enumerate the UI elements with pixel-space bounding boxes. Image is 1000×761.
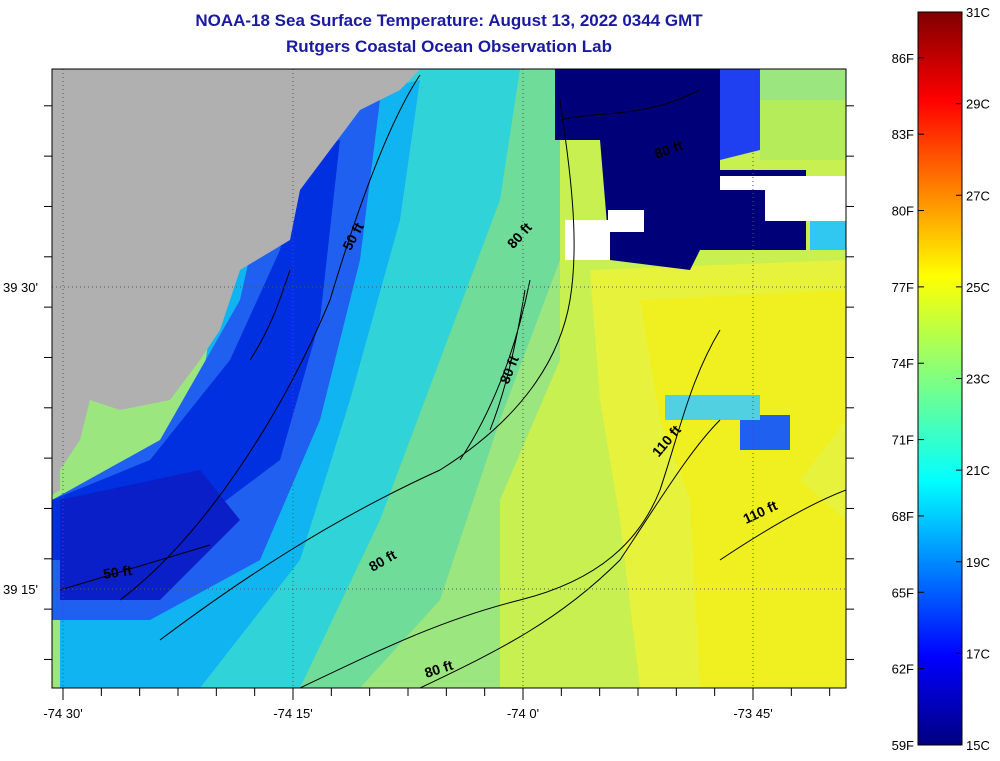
lat-tick-label: 39 30' [3,280,38,295]
axis-ticks [44,105,854,700]
colorbar-fahrenheit-label: 62F [892,662,914,677]
colorbar-fahrenheit-label: 86F [892,51,914,66]
colorbar-fahrenheit-label: 83F [892,127,914,142]
lon-tick-label: -74 30' [43,706,82,721]
colorbar-fahrenheit-label: 71F [892,433,914,448]
colorbar-fahrenheit-label: 65F [892,585,914,600]
colorbar-celsius-label: 29C [966,97,990,112]
map-title: NOAA-18 Sea Surface Temperature: August … [195,11,703,30]
colorbar-fahrenheit-label: 68F [892,509,914,524]
colorbar-celsius-label: 19C [966,555,990,570]
colorbar-celsius-label: 17C [966,646,990,661]
colorbar-fahrenheit-label: 59F [892,738,914,753]
colorbar-celsius-label: 23C [966,372,990,387]
lon-tick-label: -74 15' [273,706,312,721]
sst-patches [52,69,846,688]
graticule [52,69,846,688]
colorbar-celsius-label: 25C [966,280,990,295]
axis-tick-labels: -74 30' -74 15' -74 0' -73 45' 39 30' 39 15' [3,280,773,721]
colorbar-celsius-label: 21C [966,463,990,478]
lat-tick-label: 39 15' [3,582,38,597]
colorbar-celsius-label: 15C [966,738,990,753]
colorbar-gradient [917,11,963,746]
colorbar-celsius-label: 31C [966,5,990,20]
lon-tick-label: -73 45' [733,706,772,721]
colorbar: 31C 29C 27C 25C 23C 21C 19C 17C 15C 86F 83F 80F 77F 7… [892,5,990,753]
colorbar-celsius-label: 27C [966,188,990,203]
map-subtitle: Rutgers Coastal Ocean Observation Lab [286,37,612,56]
colorbar-fahrenheit-label: 77F [892,280,914,295]
colorbar-fahrenheit-label: 80F [892,204,914,219]
contour-label: 50 ft [102,562,133,582]
lon-tick-label: -74 0' [507,706,539,721]
cloud-mask [565,176,846,260]
map-frame [51,68,847,689]
colorbar-fahrenheit-label: 74F [892,356,914,371]
land [52,69,420,495]
